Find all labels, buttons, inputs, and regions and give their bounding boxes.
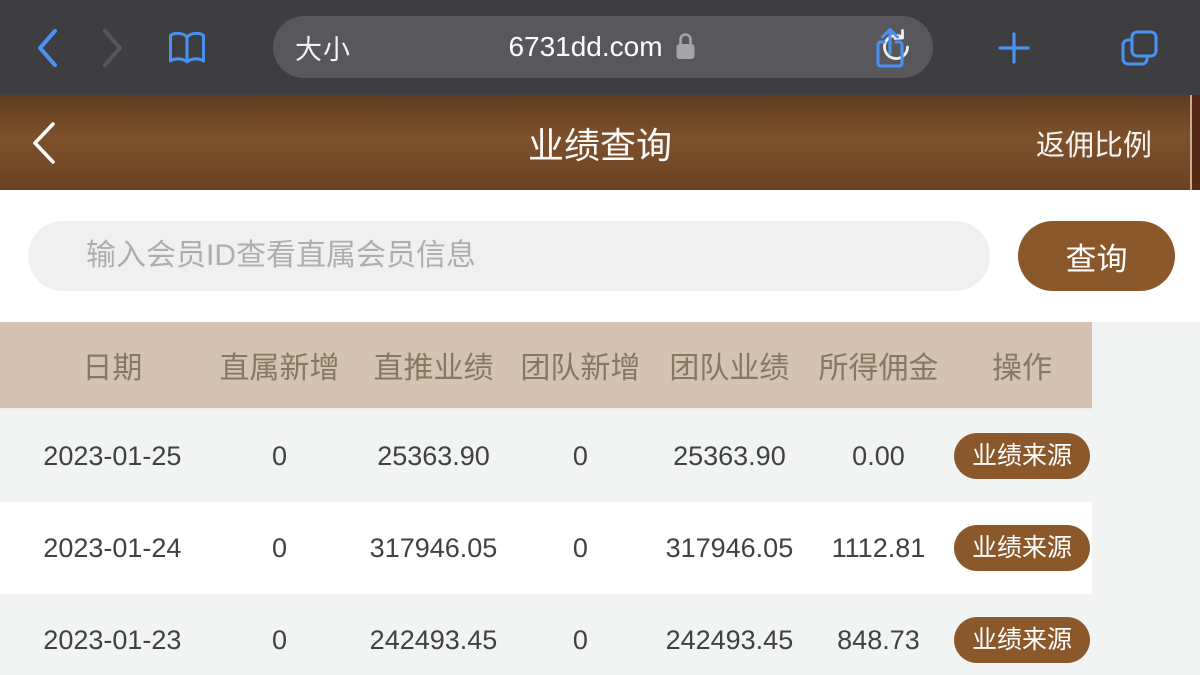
cell-direct-new: 0 (272, 532, 288, 563)
url-bar[interactable]: 大小 6731dd.com (273, 16, 933, 78)
cell-direct-perf: 242493.45 (369, 624, 498, 655)
cell-team-perf: 317946.05 (665, 532, 794, 563)
edge-line (1190, 95, 1192, 190)
cell-team-perf: 242493.45 (665, 624, 794, 655)
table-body: 2023-01-25 0 25363.90 0 25363.90 0.00 业绩… (0, 410, 1200, 675)
cell-date: 2023-01-24 (43, 532, 182, 563)
table-header-row: 日期 直属新增 直推业绩 团队新增 团队业绩 所得佣金 操作 (0, 322, 1092, 410)
col-header-team-perf: 团队业绩 (669, 352, 790, 385)
cell-team-new: 0 (572, 624, 588, 655)
cell-date: 2023-01-23 (43, 624, 182, 655)
col-header-action: 操作 (992, 352, 1053, 385)
performance-source-button[interactable]: 业绩来源 (954, 617, 1091, 663)
cell-commission: 1112.81 (831, 532, 926, 563)
bookmarks-icon[interactable] (166, 30, 208, 66)
performance-source-button[interactable]: 业绩来源 (954, 525, 1091, 571)
browser-forward-icon[interactable] (100, 27, 126, 69)
cell-date: 2023-01-25 (43, 440, 182, 471)
col-header-direct-new: 直属新增 (219, 352, 340, 385)
cell-direct-perf: 317946.05 (369, 532, 498, 563)
text-size-button[interactable]: 大小 (295, 34, 351, 65)
col-header-team-new: 团队新增 (520, 352, 641, 385)
edge-strip (1192, 95, 1200, 190)
page-title: 业绩查询 (527, 124, 672, 166)
lock-icon (673, 31, 698, 63)
rebate-ratio-link[interactable]: 返佣比例 (1035, 129, 1152, 162)
cell-commission: 848.73 (837, 624, 920, 655)
browser-chrome: 大小 6731dd.com (0, 0, 1200, 95)
page-back-icon[interactable] (28, 119, 58, 167)
table-row: 2023-01-25 0 25363.90 0 25363.90 0.00 业绩… (0, 410, 1092, 502)
new-tab-icon[interactable] (996, 30, 1032, 66)
col-header-direct-perf: 直推业绩 (373, 352, 494, 385)
member-id-input[interactable] (28, 221, 990, 291)
search-section: 查询 (0, 190, 1200, 322)
cell-commission: 0.00 (852, 440, 905, 471)
table-row: 2023-01-24 0 317946.05 0 317946.05 1112.… (0, 502, 1092, 594)
page-header: 业绩查询 返佣比例 (0, 95, 1200, 190)
cell-team-new: 0 (572, 440, 588, 471)
cell-team-new: 0 (572, 532, 588, 563)
table-row: 2023-01-23 0 242493.45 0 242493.45 848.7… (0, 594, 1092, 675)
col-header-date: 日期 (82, 352, 143, 385)
cell-direct-new: 0 (272, 624, 288, 655)
col-header-commission: 所得佣金 (818, 352, 939, 385)
browser-back-icon[interactable] (34, 27, 60, 69)
performance-table: 日期 直属新增 直推业绩 团队新增 团队业绩 所得佣金 操作 2023-01-2… (0, 322, 1200, 675)
cell-direct-perf: 25363.90 (377, 440, 490, 471)
query-button[interactable]: 查询 (1018, 221, 1175, 291)
cell-direct-new: 0 (272, 440, 288, 471)
share-icon[interactable] (872, 26, 908, 70)
cell-team-perf: 25363.90 (673, 440, 786, 471)
url-text: 6731dd.com (508, 31, 663, 62)
performance-source-button[interactable]: 业绩来源 (954, 433, 1091, 479)
tabs-icon[interactable] (1120, 29, 1160, 67)
